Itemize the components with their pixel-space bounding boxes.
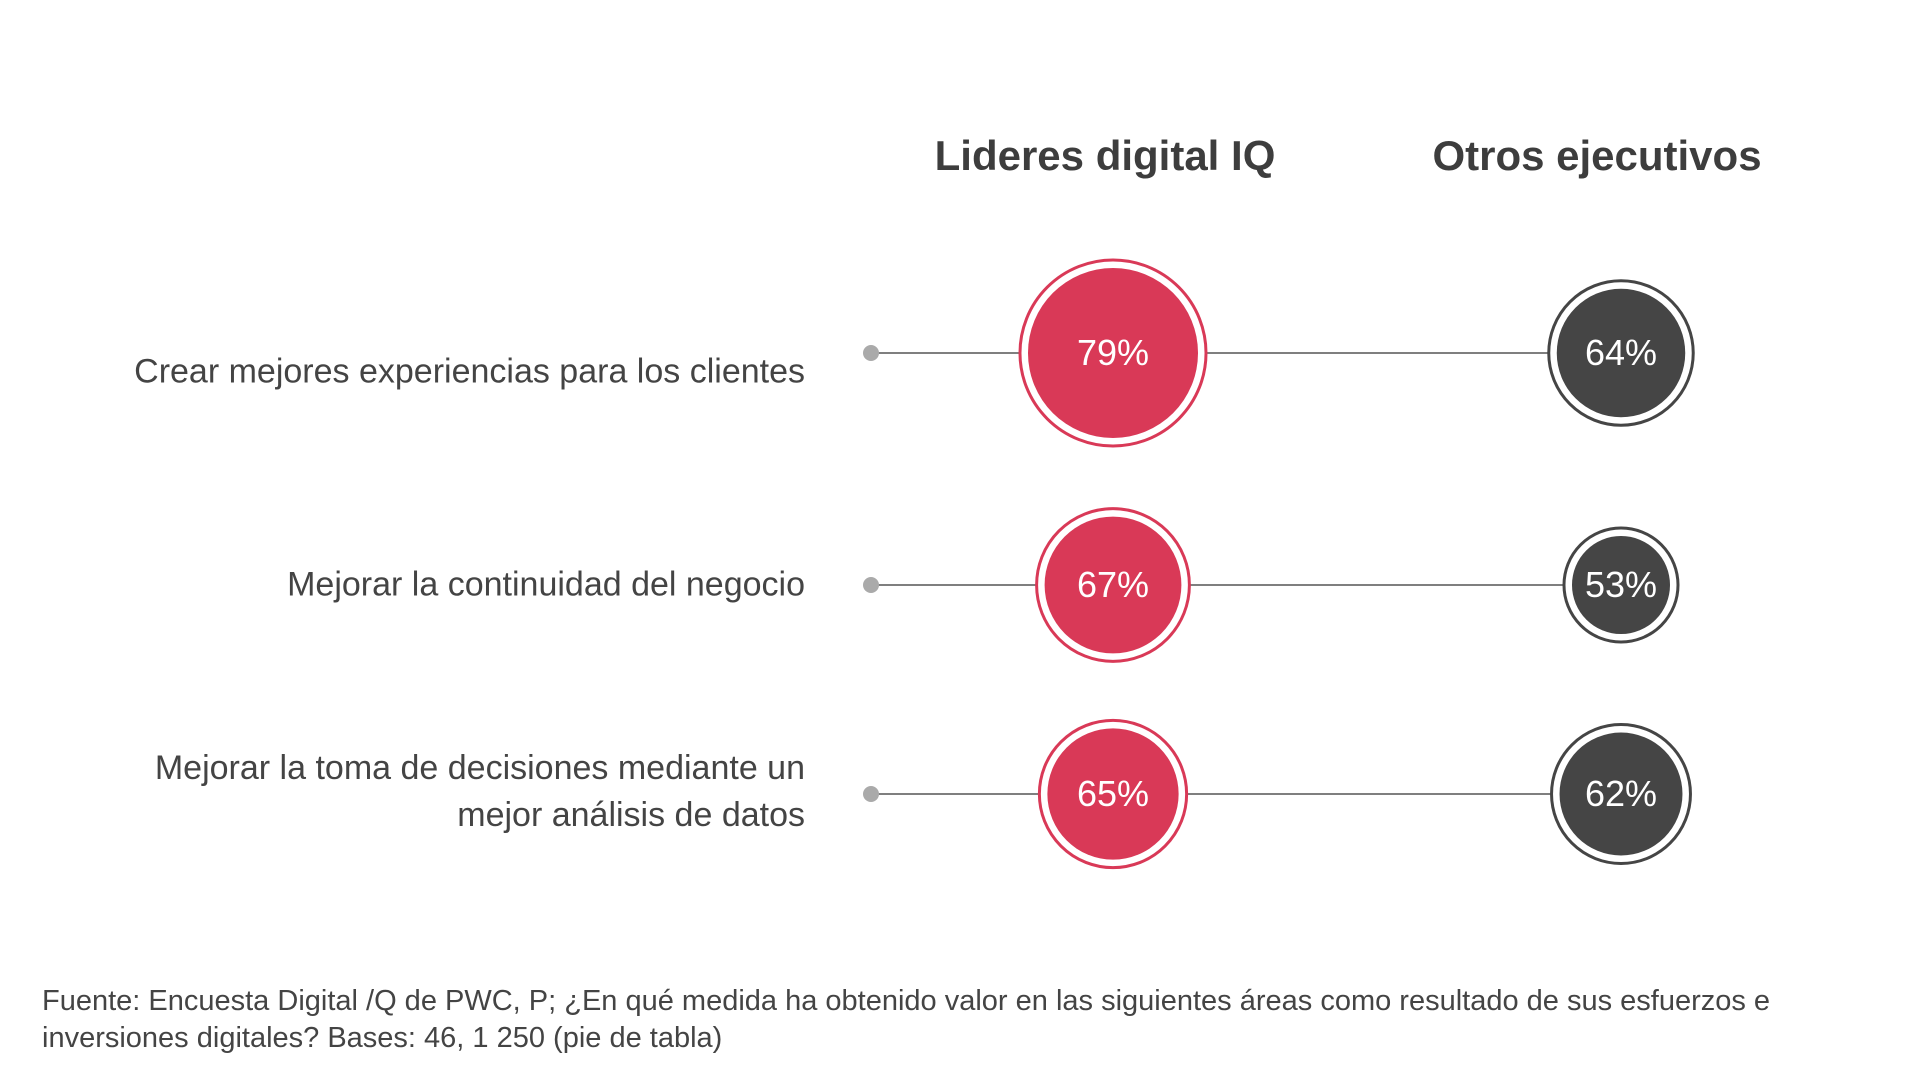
value-bubble	[1044, 516, 1182, 654]
value-label: 62%	[1585, 773, 1657, 814]
column-header-others: Otros ejecutivos	[1432, 132, 1762, 179]
row-start-dot	[863, 345, 879, 361]
value-label: 79%	[1077, 332, 1149, 373]
footnote: Fuente: Encuesta Digital /Q de PWC, P; ¿…	[42, 985, 1771, 1054]
value-label: 67%	[1077, 564, 1149, 605]
value-label: 65%	[1077, 773, 1149, 814]
value-bubble	[1571, 535, 1671, 635]
category-label: Mejorar la continuidad del negocio	[287, 565, 805, 604]
value-bubble	[1047, 728, 1179, 860]
category-label: Crear mejores experiencias para los clie…	[134, 352, 805, 391]
column-header-leaders: Lideres digital IQ	[934, 132, 1276, 179]
value-label: 64%	[1585, 332, 1657, 373]
value-bubble	[1556, 288, 1686, 418]
value-bubble	[1027, 267, 1199, 439]
row-start-dot	[863, 577, 879, 593]
category-label: Mejorar la toma de decisiones mediante u…	[154, 749, 805, 834]
value-bubble	[1559, 732, 1683, 856]
value-label: 53%	[1585, 564, 1657, 605]
row-start-dot	[863, 786, 879, 802]
